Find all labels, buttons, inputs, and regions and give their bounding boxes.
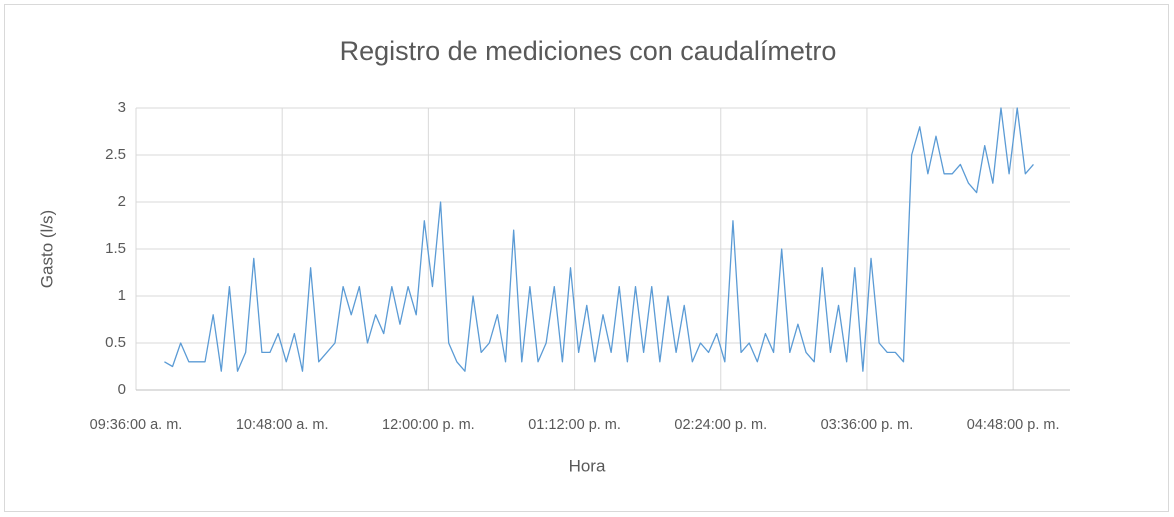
x-tick-label: 12:00:00 p. m. — [382, 417, 475, 433]
x-axis-title: Hora — [569, 456, 606, 475]
chart-title: Registro de mediciones con caudalímetro — [340, 36, 837, 66]
y-tick-label: 3 — [118, 99, 126, 116]
chart-frame — [4, 4, 1169, 512]
x-tick-label: 09:36:00 a. m. — [90, 417, 183, 433]
y-tick-label: 2 — [118, 193, 126, 210]
x-tick-label: 02:24:00 p. m. — [674, 417, 767, 433]
x-tick-label: 04:48:00 p. m. — [967, 417, 1060, 433]
y-tick-label: 0 — [118, 381, 126, 398]
y-tick-label: 1.5 — [105, 240, 126, 257]
y-tick-label: 1 — [118, 287, 126, 304]
y-tick-label: 2.5 — [105, 146, 126, 163]
y-tick-label: 0.5 — [105, 334, 126, 351]
x-tick-label: 10:48:00 a. m. — [236, 417, 329, 433]
data-line — [164, 107, 1034, 372]
y-axis-title: Gasto (l/s) — [37, 210, 56, 288]
x-tick-label: 03:36:00 p. m. — [821, 417, 914, 433]
x-tick-label: 01:12:00 p. m. — [528, 417, 621, 433]
